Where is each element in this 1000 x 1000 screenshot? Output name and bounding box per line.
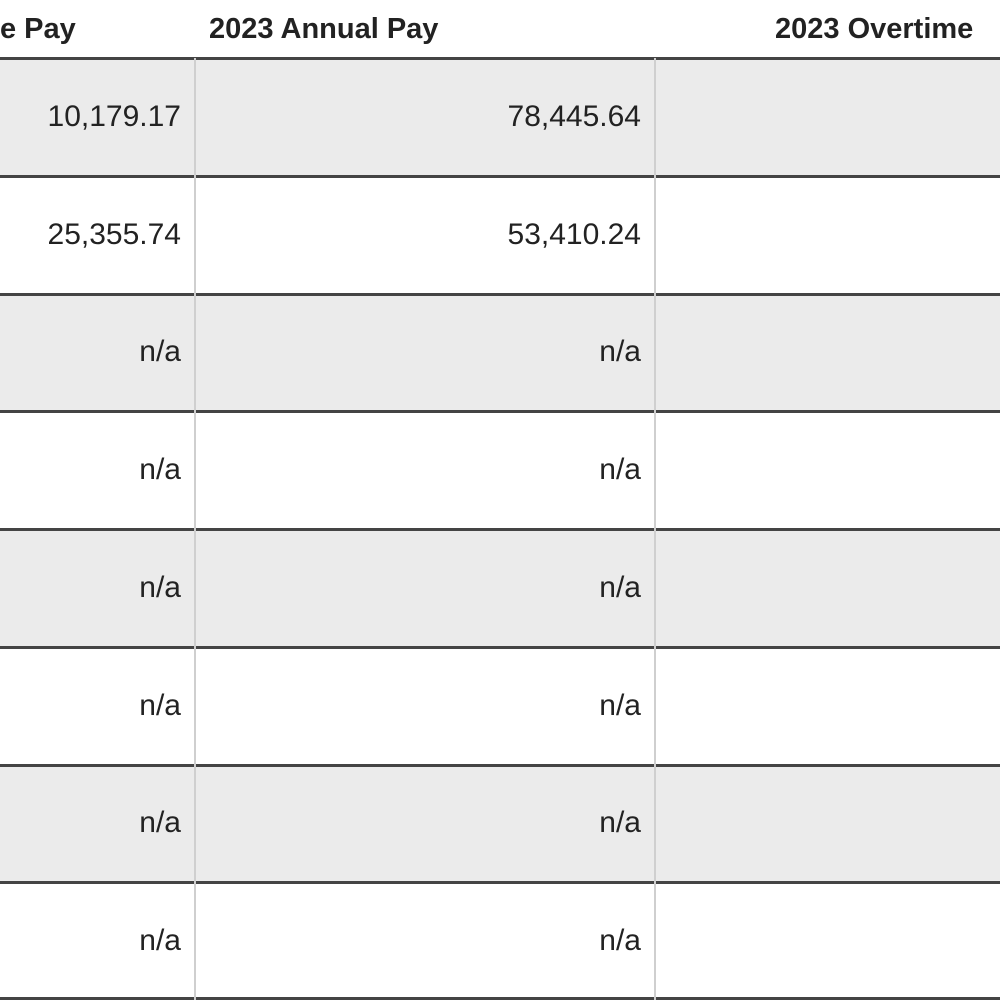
column-header: 2023 Annual Pay <box>209 12 439 45</box>
column-border <box>654 58 656 1000</box>
table-cell: n/a <box>139 335 181 369</box>
table-cell: n/a <box>139 924 181 958</box>
row-background <box>0 411 1000 529</box>
row-border <box>0 410 1000 414</box>
row-border <box>0 292 1000 296</box>
table-cell: n/a <box>139 570 181 604</box>
table-cell: n/a <box>599 453 641 487</box>
table-cell: 25,355.74 <box>47 217 181 251</box>
table-cell: n/a <box>599 924 641 958</box>
column-header: 2023 Overtime <box>775 12 974 45</box>
row-background <box>0 646 1000 765</box>
table-cell: n/a <box>599 806 641 840</box>
row-background <box>0 764 1000 883</box>
row-background <box>0 175 1000 294</box>
table-cell: n/a <box>139 453 181 487</box>
table-cell: n/a <box>599 570 641 604</box>
row-background <box>0 58 1000 176</box>
row-border <box>0 57 1000 60</box>
table-cell: 78,445.64 <box>507 99 641 133</box>
table-cell: 53,410.24 <box>507 217 641 251</box>
row-border <box>0 881 1000 885</box>
table-cell: 10,179.17 <box>47 99 181 133</box>
table-cell: n/a <box>599 688 641 722</box>
column-header: e Pay <box>0 12 76 45</box>
row-border <box>0 763 1000 767</box>
table-cell: n/a <box>139 688 181 722</box>
table-cell: n/a <box>599 335 641 369</box>
row-background <box>0 882 1000 1000</box>
row-border <box>0 528 1000 531</box>
table-cell: n/a <box>139 806 181 840</box>
row-border <box>0 174 1000 178</box>
row-border <box>0 997 1000 1000</box>
row-border <box>0 645 1000 649</box>
row-background <box>0 529 1000 647</box>
row-background <box>0 293 1000 412</box>
column-border <box>194 58 196 1000</box>
